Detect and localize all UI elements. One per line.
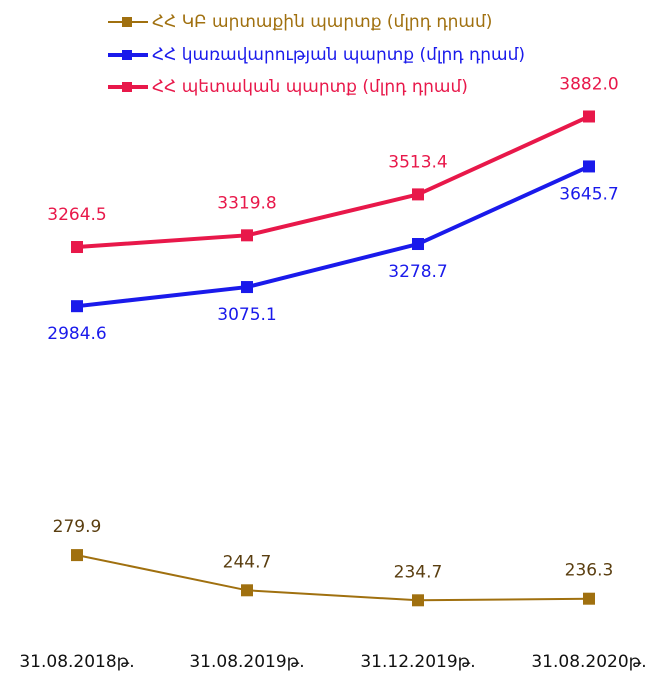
- x-tick-label: 31.08.2018թ.: [19, 652, 134, 672]
- data-label: 3075.1: [217, 305, 276, 325]
- data-label: 3264.5: [47, 205, 106, 225]
- data-label: 244.7: [223, 552, 272, 572]
- marker: [583, 110, 595, 123]
- legend-label: ՀՀ պետական պարտք (մլրդ դրամ): [152, 77, 468, 97]
- data-label: 2984.6: [47, 324, 106, 344]
- data-label: 3645.7: [559, 184, 618, 204]
- x-tick-label: 31.08.2019թ.: [189, 652, 304, 672]
- series-line: [76, 164, 590, 309]
- legend-label: ՀՀ կառավարության պարտք (մլրդ դրամ): [152, 45, 525, 65]
- marker: [241, 584, 253, 597]
- data-label: 234.7: [394, 562, 443, 582]
- data-label: 3513.4: [388, 152, 447, 172]
- legend-marker: [122, 50, 132, 60]
- marker: [71, 300, 83, 313]
- marker: [412, 594, 424, 607]
- data-label: 3882.0: [559, 74, 618, 94]
- marker: [241, 229, 253, 242]
- legend-label: ՀՀ ԿԲ արտաքին պարտք (մլրդ դրամ): [152, 12, 492, 32]
- marker: [412, 238, 424, 251]
- x-tick-label: 31.12.2019թ.: [360, 652, 475, 672]
- marker: [71, 549, 83, 562]
- legend-marker: [122, 17, 132, 27]
- series-line: [76, 554, 590, 602]
- marker: [412, 188, 424, 201]
- data-label: 3319.8: [217, 193, 276, 213]
- data-label: 236.3: [565, 561, 614, 581]
- marker: [241, 281, 253, 294]
- data-label: 279.9: [53, 517, 102, 537]
- legend-marker: [122, 82, 132, 92]
- marker: [71, 241, 83, 254]
- data-label: 3278.7: [388, 262, 447, 282]
- marker: [583, 592, 595, 605]
- marker: [583, 160, 595, 173]
- series-line: [76, 114, 590, 250]
- x-tick-label: 31.08.2020թ.: [531, 652, 646, 672]
